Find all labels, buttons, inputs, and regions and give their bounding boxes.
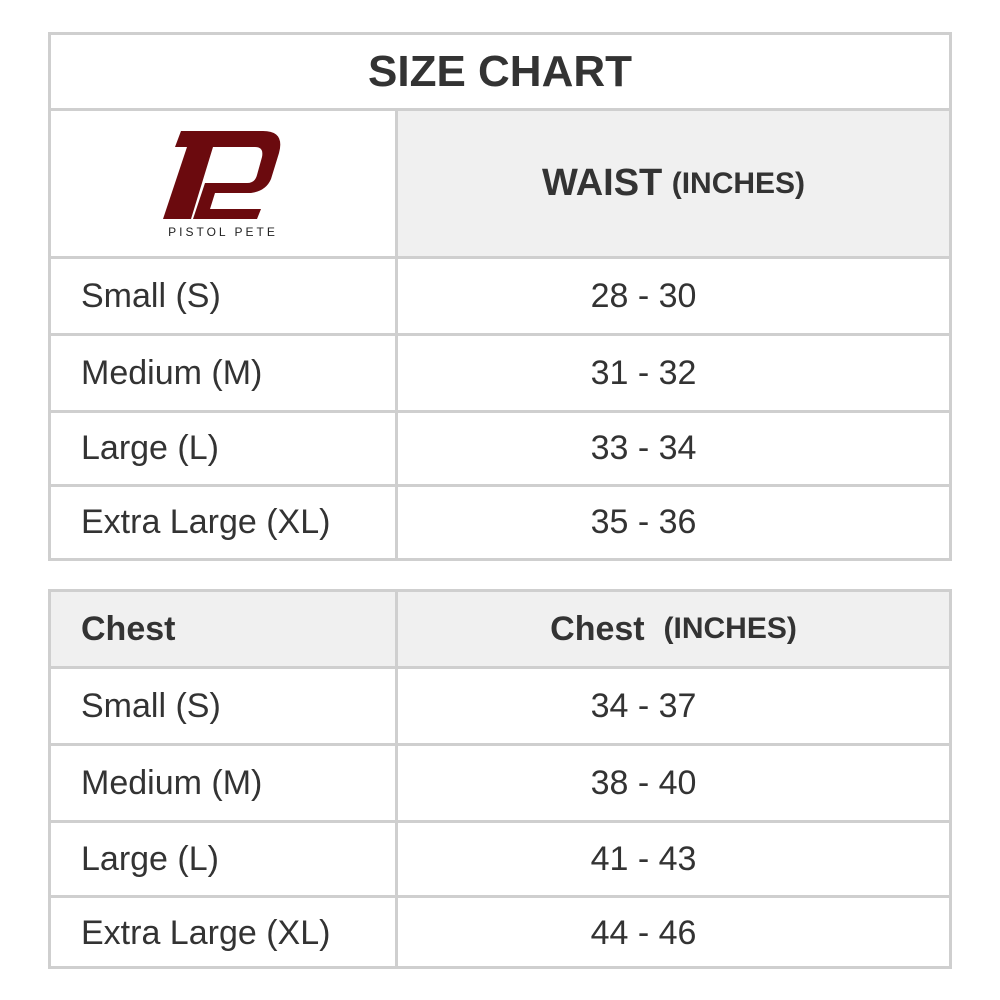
- size-label: Medium (M): [51, 746, 398, 820]
- table-row: Medium (M) 38 - 40: [51, 743, 949, 820]
- brand-name: PISTOL PETE: [168, 224, 278, 239]
- table-row: Medium (M) 31 - 32: [51, 333, 949, 410]
- table-row: Large (L) 33 - 34: [51, 410, 949, 484]
- size-label: Extra Large (XL): [51, 898, 398, 969]
- size-value: 28 - 30: [590, 276, 697, 315]
- waist-size-table: SIZE CHART PISTOL PETE WAIST (INCHES) Sm…: [48, 32, 952, 561]
- size-value: 34 - 37: [590, 686, 697, 725]
- table-row: Large (L) 41 - 43: [51, 820, 949, 895]
- size-label: Large (L): [51, 413, 398, 484]
- waist-header-label: WAIST: [541, 162, 663, 204]
- size-value: 31 - 32: [590, 353, 697, 392]
- size-value: 38 - 40: [590, 763, 697, 802]
- size-label: Small (S): [51, 259, 398, 333]
- chest-size-table: Chest Chest (INCHES) Small (S) 34 - 37 Me…: [48, 589, 952, 969]
- page-title: SIZE CHART: [368, 46, 632, 96]
- waist-header: WAIST (INCHES): [398, 111, 949, 256]
- chest-left-header: Chest: [51, 592, 398, 666]
- pistol-pete-logo-icon: [163, 130, 281, 219]
- table-row: Small (S) 34 - 37: [51, 666, 949, 743]
- table-row: Small (S) 28 - 30: [51, 256, 949, 333]
- chest-header-unit: (INCHES): [663, 612, 797, 645]
- table-row: Extra Large (XL) 44 - 46: [51, 895, 949, 969]
- waist-header-unit: (INCHES): [671, 166, 806, 200]
- table-row: Extra Large (XL) 35 - 36: [51, 484, 949, 558]
- size-label: Extra Large (XL): [51, 487, 398, 558]
- chest-header-label: Chest: [550, 609, 645, 648]
- size-value: 41 - 43: [590, 839, 697, 878]
- brand-logo: PISTOL PETE: [51, 111, 398, 256]
- size-label: Large (L): [51, 823, 398, 895]
- chest-header: Chest (INCHES): [398, 592, 949, 666]
- size-label: Small (S): [51, 669, 398, 743]
- size-label: Medium (M): [51, 336, 398, 410]
- size-value: 35 - 36: [590, 503, 697, 541]
- size-value: 44 - 46: [590, 914, 697, 952]
- size-value: 33 - 34: [590, 429, 697, 467]
